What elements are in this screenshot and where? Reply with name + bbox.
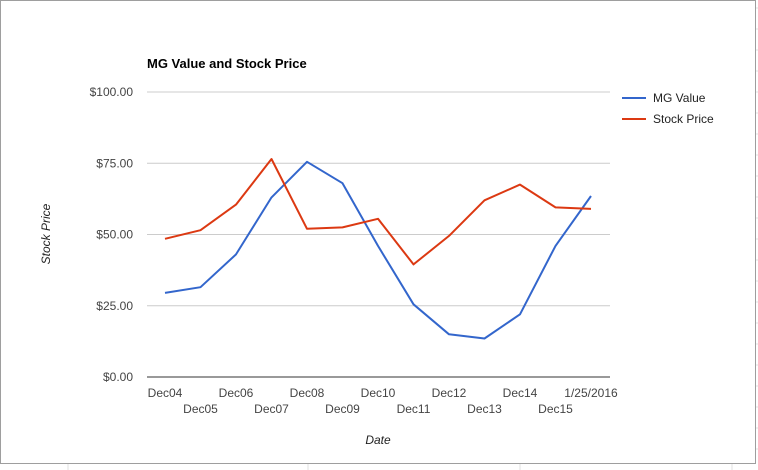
mg-value-line[interactable] [164,160,592,340]
x-tick-label: Dec13 [467,402,502,416]
x-tick-label: Dec10 [361,386,396,400]
x-axis-ticks: Dec04Dec05Dec06Dec07Dec08Dec09Dec10Dec11… [148,386,618,416]
mg-value-point[interactable] [375,243,381,249]
stock-price-point[interactable] [375,216,381,222]
stock-price-legend-label: Stock Price [653,112,714,126]
mg-value-point[interactable] [162,290,168,296]
mg-value-point[interactable] [340,180,346,186]
x-tick-label: Dec14 [503,386,538,400]
x-tick-label: Dec06 [219,386,254,400]
mg-value-point[interactable] [588,193,594,199]
stock-price-point[interactable] [162,236,168,242]
x-tick-label: 1/25/2016 [564,386,618,400]
mg-value-point[interactable] [553,243,559,249]
stock-price-point[interactable] [233,202,239,208]
stock-price-point[interactable] [517,182,523,188]
mg-value-point[interactable] [517,311,523,317]
x-tick-label: Dec05 [183,402,218,416]
stock-price-point[interactable] [553,204,559,210]
y-tick-label: $75.00 [96,156,133,170]
y-tick-label: $100.00 [90,85,134,99]
stock-price-point[interactable] [340,224,346,230]
mg-value-point[interactable] [304,159,310,165]
y-axis-title: Stock Price [39,203,53,264]
y-tick-label: $50.00 [96,228,133,242]
x-tick-label: Dec09 [325,402,360,416]
x-tick-label: Dec04 [148,386,183,400]
mg-value-point[interactable] [198,284,204,290]
mg-value-point[interactable] [446,331,452,337]
x-tick-label: Dec07 [254,402,289,416]
y-tick-label: $25.00 [96,299,133,313]
mg-value-point[interactable] [269,194,275,200]
stock-price-point[interactable] [269,156,275,162]
stock-price-point[interactable] [411,261,417,267]
chart-title: MG Value and Stock Price [147,56,307,71]
mg-value-point[interactable] [233,251,239,257]
mg-value-point[interactable] [482,336,488,342]
mg-value-legend-label: MG Value [653,91,706,105]
stock-price-point[interactable] [198,227,204,233]
gridlines [147,91,610,378]
stock-price-point[interactable] [304,226,310,232]
legend: MG Value Stock Price [622,91,714,126]
stock-price-line[interactable] [164,158,592,266]
stock-price-point[interactable] [482,197,488,203]
series-lines [162,156,594,342]
y-tick-label: $0.00 [103,370,133,384]
stock-price-point[interactable] [446,233,452,239]
x-tick-label: Dec08 [290,386,325,400]
x-tick-label: Dec12 [432,386,467,400]
x-tick-label: Dec15 [538,402,573,416]
mg-value-point[interactable] [411,301,417,307]
stock-price-point[interactable] [588,206,594,212]
x-axis-title: Date [365,433,391,447]
y-axis-ticks: $0.00 $25.00 $50.00 $75.00 $100.00 [90,85,134,384]
x-tick-label: Dec11 [397,402,431,416]
